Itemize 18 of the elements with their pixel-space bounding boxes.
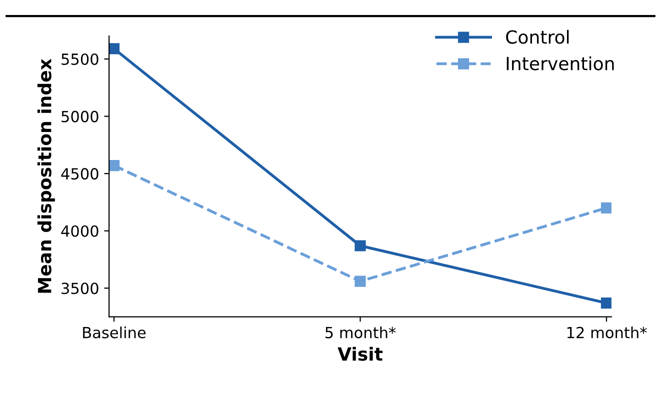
legend-label: Intervention <box>506 56 614 70</box>
y-tick-label: 4500 <box>61 168 98 180</box>
y-tick-label: 5000 <box>62 110 98 122</box>
y-tick-label: 3500 <box>62 282 98 294</box>
point <box>109 160 120 172</box>
x-tick-label: Baseline <box>83 326 146 338</box>
point <box>354 276 366 287</box>
point <box>600 297 612 309</box>
y-axis-title: Mean disposition index <box>37 58 55 293</box>
x-tick-label: 12 month* <box>567 326 647 338</box>
y-tick-label: 4000 <box>61 225 98 237</box>
legend-label: Control <box>506 30 569 44</box>
x-tick-label: 5 month* <box>326 326 396 338</box>
point <box>354 240 366 252</box>
y-tick-label: 5500 <box>62 53 98 66</box>
point <box>600 202 612 214</box>
x-axis-title: Visit <box>338 346 383 361</box>
point <box>109 43 120 54</box>
